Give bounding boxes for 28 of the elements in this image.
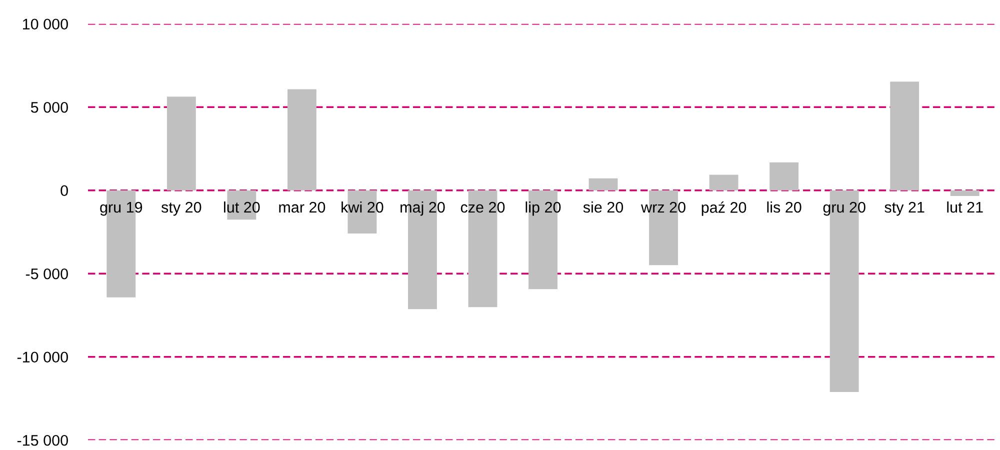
x-tick-label: lip 20: [526, 201, 561, 216]
x-tick-label: wrz 20: [641, 202, 686, 213]
x-tick-label: lut 21: [947, 201, 983, 213]
x-tick-label: lut 20: [224, 201, 260, 213]
x-tick-label: gru 19: [100, 202, 142, 216]
x-tick-label: sie 20: [583, 201, 624, 213]
bar: [890, 82, 920, 190]
y-tick-label: 5 000: [30, 102, 68, 113]
bar: [950, 190, 980, 196]
bar: [770, 162, 799, 190]
x-tick-label: sty 20: [161, 202, 202, 216]
x-tick-label: paź 20: [702, 201, 746, 216]
y-tick-label: -15 000: [17, 434, 68, 446]
y-tick-label: 10 000: [22, 18, 68, 30]
y-tick-label: -5 000: [26, 268, 68, 280]
y-tick-label: -10 000: [17, 352, 68, 363]
y-tick-label: 0: [60, 185, 68, 196]
x-tick-label: mar 20: [279, 202, 326, 213]
x-tick-label: lis 20: [767, 201, 802, 213]
x-tick-label: gru 20: [823, 202, 866, 216]
bar: [166, 96, 196, 190]
x-tick-label: cze 20: [460, 202, 505, 213]
bar: [709, 174, 738, 190]
x-tick-label: sty 21: [884, 202, 924, 216]
x-tick-label: maj 20: [400, 201, 445, 216]
bar: [287, 89, 316, 190]
bar: [588, 178, 618, 190]
x-tick-label: kwi 20: [342, 201, 384, 213]
